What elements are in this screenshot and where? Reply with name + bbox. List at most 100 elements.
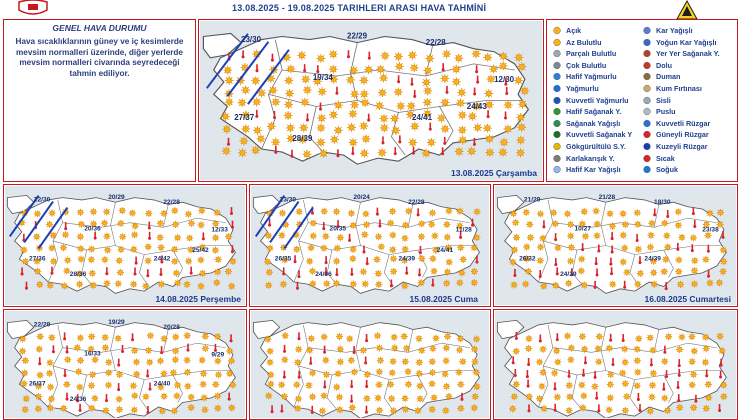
sun-icon [580,392,588,400]
sun-icon [224,268,232,276]
hot-thermometer-icon [323,380,327,389]
sun-icon [317,113,327,123]
legend-label: Kuvvetli Rüzgar [656,118,711,128]
legend-symbol-icon [552,165,562,174]
hot-thermometer-icon [677,359,681,368]
sun-icon [319,149,329,158]
sun-icon [688,358,696,366]
sun-icon [375,344,383,352]
land-region [212,35,530,165]
sun-icon [375,381,383,389]
sun-icon [131,346,139,355]
sun-icon [300,97,310,107]
sun-icon [445,258,453,266]
sun-icon [457,404,465,412]
sun-icon [87,256,95,264]
temperature-label: 23/30 [241,35,262,44]
sun-icon [34,267,42,275]
sun-icon [536,243,545,251]
sun-icon [348,109,358,119]
sun-icon [688,333,696,341]
sun-icon [663,232,671,240]
sun-icon [61,231,70,239]
hot-thermometer-icon [609,333,613,342]
sun-icon [702,220,710,228]
sun-icon [169,369,178,377]
sun-icon [77,220,85,228]
sun-icon [428,380,436,388]
hot-thermometer-icon [676,381,680,390]
sun-icon [538,382,546,390]
temperature-label: 16/33 [84,350,101,357]
sun-icon [257,88,267,98]
sun-icon [359,268,367,276]
info-heading: GENEL HAVA DURUMU [52,23,147,33]
sun-icon [408,138,418,147]
sun-icon [485,148,495,157]
turkey-map [252,319,481,418]
sun-icon [661,394,669,402]
sun-icon [359,121,369,131]
wind-arrow [247,49,290,105]
sun-icon [198,243,206,251]
sun-icon [322,371,331,379]
legend-item: Kar Yağışlı [642,26,693,35]
legend-symbol-icon [552,119,562,128]
sun-icon [131,392,139,400]
sun-icon [423,86,433,96]
sun-icon [333,244,341,252]
sun-icon [222,124,232,134]
sun-icon [130,280,138,288]
temperature-label: 22/29 [34,322,51,329]
sun-icon [467,146,477,156]
sun-icon [470,404,478,412]
sun-icon [578,255,586,263]
hot-thermometer-icon [255,64,259,73]
sun-icon [229,257,237,265]
sun-icon [484,89,494,98]
sun-icon [702,404,710,413]
sun-icon [720,381,728,389]
sun-icon [333,100,343,110]
hot-thermometer-icon [413,89,417,98]
temperature-label: 18/30 [654,199,671,206]
sun-icon [306,257,314,265]
sun-icon [704,380,712,389]
hot-thermometer-icon [694,394,698,403]
temperature-label: 24/42 [154,255,171,262]
sun-icon [606,394,614,402]
sun-icon [105,358,113,366]
hot-thermometer-icon [78,403,82,412]
legend-label: Dolu [656,60,672,70]
hot-thermometer-icon [410,77,414,86]
hot-thermometer-icon [593,370,597,379]
hot-thermometer-icon [676,242,680,251]
legend-label: Duman [656,72,681,82]
sun-icon [89,281,97,289]
sun-icon [428,220,436,228]
sun-icon [509,258,517,266]
sun-icon [295,208,303,216]
sun-icon [63,380,71,389]
sun-icon [298,135,308,144]
temperature-label: 20/36 [84,225,101,232]
sun-icon [646,243,655,251]
hot-thermometer-icon [431,278,435,287]
sun-icon [284,76,294,85]
sun-icon [649,257,658,265]
hot-thermometer-icon [146,369,150,378]
legend-symbol-icon [552,26,562,35]
legend-symbol-icon [642,96,652,105]
sun-icon [333,383,341,391]
sun-icon [389,231,397,239]
sun-icon [456,279,464,287]
sun-icon [301,74,311,84]
sun-icon [422,98,432,107]
sun-icon [294,358,302,367]
sun-icon [520,86,530,96]
sun-icon [36,280,44,289]
sun-icon [471,393,479,401]
sun-icon [605,406,613,414]
sun-icon [421,78,431,87]
sun-icon [388,369,396,377]
